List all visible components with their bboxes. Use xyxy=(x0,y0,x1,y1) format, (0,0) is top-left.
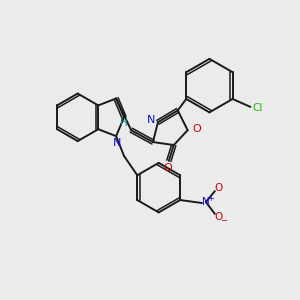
Text: O: O xyxy=(192,124,201,134)
Text: N: N xyxy=(147,115,155,125)
Text: +: + xyxy=(207,194,214,202)
Text: O: O xyxy=(215,212,223,222)
Text: Cl: Cl xyxy=(252,103,262,113)
Text: N: N xyxy=(202,197,210,207)
Text: O: O xyxy=(215,183,223,193)
Text: O: O xyxy=(164,163,172,173)
Text: N: N xyxy=(113,138,121,148)
Text: H: H xyxy=(120,118,128,128)
Text: −: − xyxy=(220,216,227,225)
